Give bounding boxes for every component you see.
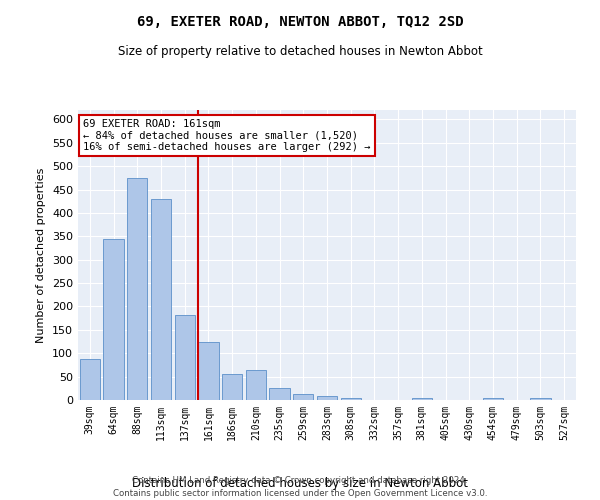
Bar: [199, 342, 218, 400]
Text: Contains HM Land Registry data © Crown copyright and database right 2024.
Contai: Contains HM Land Registry data © Crown c…: [113, 476, 487, 498]
Bar: [151, 199, 171, 400]
Text: Size of property relative to detached houses in Newton Abbot: Size of property relative to detached ho…: [118, 45, 482, 58]
Bar: [293, 394, 313, 400]
Text: Distribution of detached houses by size in Newton Abbot: Distribution of detached houses by size …: [132, 477, 468, 490]
Bar: [222, 374, 242, 400]
Text: 69 EXETER ROAD: 161sqm
← 84% of detached houses are smaller (1,520)
16% of semi-: 69 EXETER ROAD: 161sqm ← 84% of detached…: [83, 118, 370, 152]
Bar: [103, 238, 124, 400]
Bar: [246, 370, 266, 400]
Bar: [269, 388, 290, 400]
Y-axis label: Number of detached properties: Number of detached properties: [37, 168, 46, 342]
Bar: [175, 315, 195, 400]
Bar: [80, 359, 100, 400]
Bar: [530, 398, 551, 400]
Text: 69, EXETER ROAD, NEWTON ABBOT, TQ12 2SD: 69, EXETER ROAD, NEWTON ABBOT, TQ12 2SD: [137, 15, 463, 29]
Bar: [127, 178, 148, 400]
Bar: [483, 398, 503, 400]
Bar: [317, 396, 337, 400]
Bar: [341, 398, 361, 400]
Bar: [412, 398, 432, 400]
